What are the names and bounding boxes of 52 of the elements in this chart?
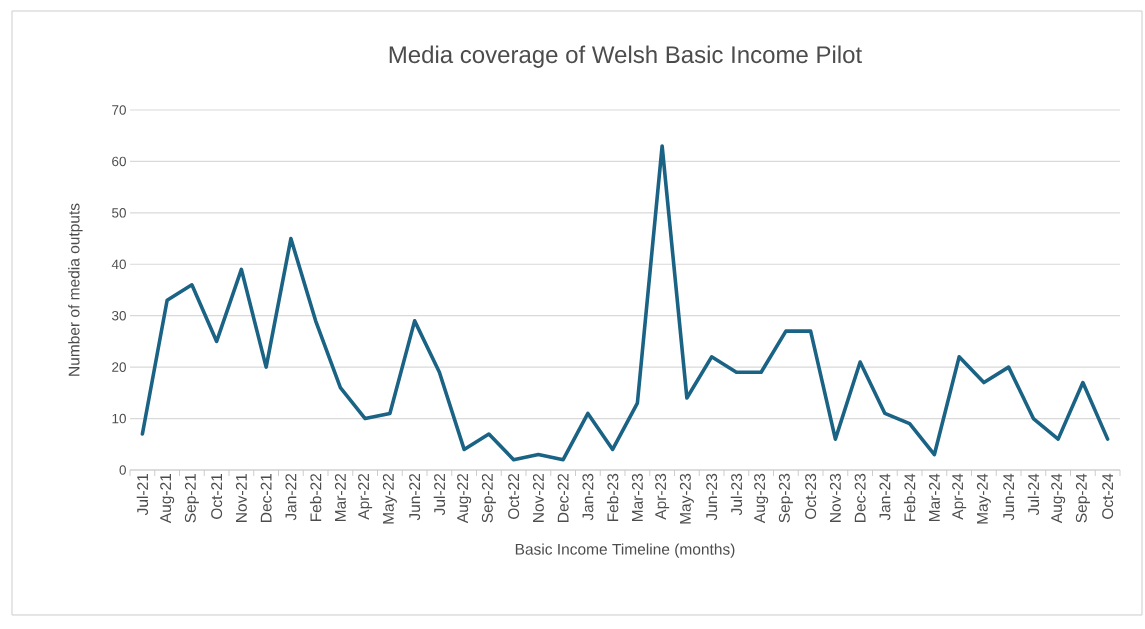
x-tick-label: Jul-24 <box>1027 473 1040 516</box>
x-tick-label: Oct-22 <box>508 473 520 519</box>
chart-title: Media coverage of Welsh Basic Income Pilot <box>389 45 862 68</box>
x-axis-title: Basic Income Timeline (months) <box>515 543 735 558</box>
y-tick-label: 30 <box>111 310 126 321</box>
x-tick-label: Aug-23 <box>754 473 769 524</box>
x-tick-label: Oct-24 <box>1102 473 1114 519</box>
x-tick-label: Feb-24 <box>903 473 916 522</box>
x-tick-label: Oct-23 <box>805 473 817 519</box>
x-tick-label: Aug-24 <box>1051 473 1066 524</box>
line-series <box>140 144 1110 462</box>
x-tick-label: Nov-23 <box>829 473 841 522</box>
x-tick-label: Mar-23 <box>631 473 643 522</box>
x-tick-label: Mar-22 <box>334 473 346 522</box>
x-tick-label: May-23 <box>679 473 694 524</box>
x-tick-label: Feb-23 <box>606 473 619 522</box>
y-tick-label: 40 <box>111 259 126 270</box>
y-tick-label: 70 <box>112 105 126 115</box>
x-tick-label: Apr-24 <box>952 473 967 520</box>
x-tick-label: Sep-22 <box>481 473 496 523</box>
x-tick-label: Feb-22 <box>309 473 322 522</box>
x-tick-label: Jun-22 <box>409 473 421 521</box>
x-tick-label: Aug-21 <box>160 473 175 524</box>
x-tick-label: Oct-21 <box>211 473 223 519</box>
x-tick-label: Jul-23 <box>730 473 743 516</box>
y-tick-label: 10 <box>112 413 126 424</box>
y-tick-label: 50 <box>112 208 126 218</box>
y-tick-label: 20 <box>112 362 126 372</box>
x-tick-label: Nov-21 <box>235 473 247 522</box>
x-tick-label: Apr-23 <box>655 473 670 520</box>
x-tick-label: Jul-21 <box>136 473 149 516</box>
x-tick-label: Aug-22 <box>457 473 472 524</box>
x-tick-label: May-24 <box>976 473 991 524</box>
x-tick-label: Sep-21 <box>184 473 199 523</box>
x-tick-label: May-22 <box>382 473 397 524</box>
x-tick-label: Jul-22 <box>433 473 446 516</box>
x-tick-label: Jan-22 <box>285 473 297 521</box>
x-tick-label: Nov-22 <box>532 473 544 522</box>
y-tick-label: 60 <box>112 156 126 167</box>
x-tick-label: Jun-23 <box>706 473 718 521</box>
x-tick-label: Jun-24 <box>1003 473 1015 521</box>
x-tick-label: Apr-22 <box>358 473 373 520</box>
x-tick-label: Mar-24 <box>928 473 940 522</box>
x-tick-label: Jan-23 <box>582 473 594 521</box>
y-tick-label: 0 <box>119 465 126 475</box>
x-tick-label: Sep-24 <box>1075 473 1090 523</box>
x-tick-label: Dec-22 <box>557 473 569 522</box>
x-tick-label: Jan-24 <box>879 473 891 521</box>
x-tick-label: Sep-23 <box>778 473 793 523</box>
x-tick-label: Dec-23 <box>854 473 866 522</box>
y-axis-title: Number of media outputs <box>68 203 83 376</box>
x-tick-label: Dec-21 <box>260 473 272 522</box>
